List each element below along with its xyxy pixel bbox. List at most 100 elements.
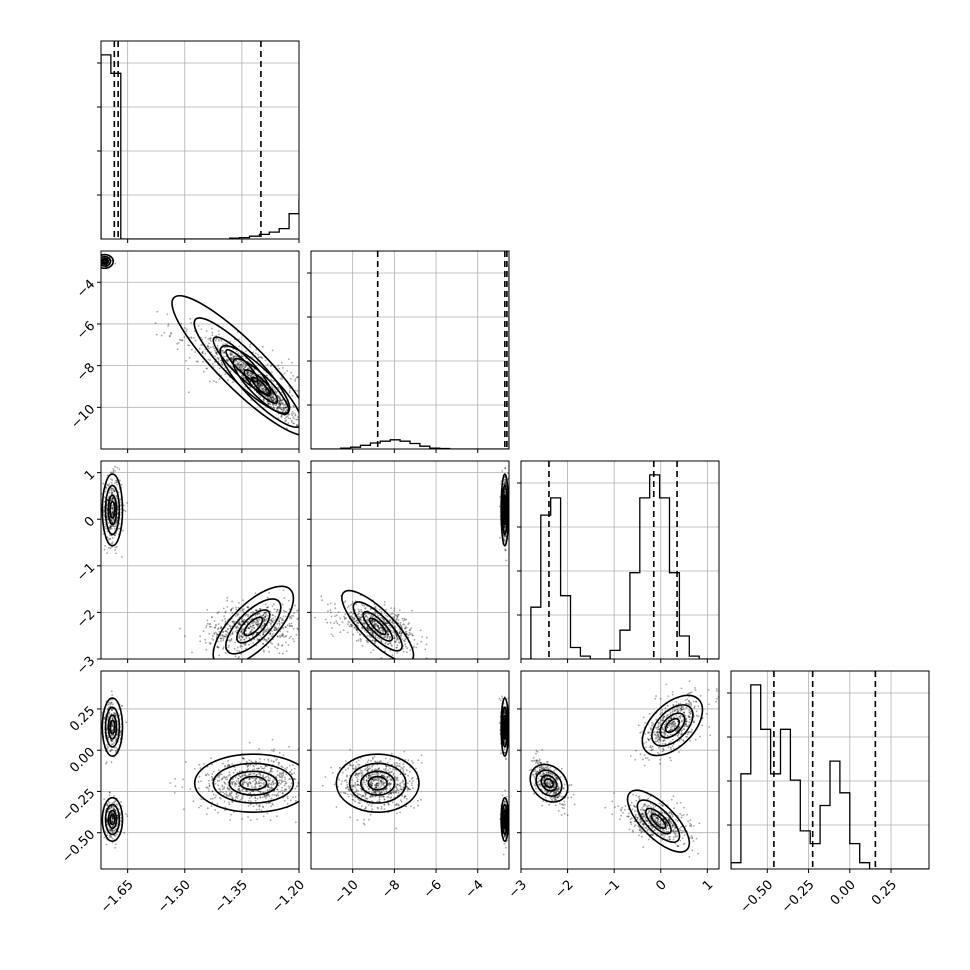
- x-tick-label: 0: [653, 877, 669, 893]
- cell-1-1: [307, 250, 510, 453]
- contour-15-3: [650, 813, 667, 829]
- contour-10-3: [503, 719, 507, 735]
- contour-12-0: [335, 753, 420, 814]
- y-tick-label: −3: [74, 654, 98, 678]
- x-tick-label: −0.25: [779, 877, 818, 916]
- contour-15-0: [626, 789, 691, 853]
- scatter-points-9: [169, 738, 299, 824]
- contour-7-2: [107, 714, 118, 740]
- cell-3-1: [307, 670, 510, 873]
- contour-13-3: [664, 717, 681, 734]
- contour-8-3: [109, 813, 116, 826]
- contour-8-1: [104, 803, 121, 836]
- contour-9-0: [193, 753, 299, 813]
- cell-3-0: [97, 670, 300, 873]
- contour-13-2: [659, 712, 686, 739]
- x-tick-label: −1.50: [155, 877, 194, 916]
- cell-2-0: [97, 460, 300, 663]
- contour-2-3: [250, 376, 271, 397]
- histogram-2: [521, 474, 719, 659]
- contour-9-1: [212, 762, 295, 804]
- x-tick-label: −6: [421, 877, 445, 901]
- contour-0-3: [102, 259, 108, 264]
- x-tick-label: −0.50: [738, 877, 777, 916]
- contour-5-3: [503, 500, 507, 519]
- contour-15-1: [636, 799, 681, 843]
- contour-1-0: [171, 294, 299, 437]
- axis-frame: [100, 460, 300, 660]
- scatter-points-13: [629, 680, 719, 767]
- contour-13-1: [651, 704, 694, 747]
- contour-14-2: [540, 774, 558, 792]
- contour-9-2: [228, 770, 279, 796]
- x-tick-label: −1.20: [269, 877, 308, 916]
- contour-14-0: [529, 763, 569, 803]
- x-tick-label: −3: [506, 877, 530, 901]
- y-tick-label: −10: [68, 402, 98, 432]
- y-tick-label: 0: [82, 514, 98, 530]
- contour-7-0: [101, 697, 124, 757]
- contour-9-3: [239, 775, 268, 791]
- contour-12-3: [367, 775, 388, 791]
- histogram-0: [101, 54, 299, 239]
- cell-0-0: [97, 40, 300, 243]
- contour-3-1: [104, 484, 121, 536]
- axis-frame: [100, 40, 300, 240]
- histogram-1: [311, 264, 509, 449]
- histogram-3: [731, 684, 929, 869]
- contour-7-1: [104, 706, 121, 748]
- y-tick-label: −0.25: [60, 786, 99, 825]
- contour-6-1: [352, 601, 403, 652]
- contour-10-1: [501, 706, 509, 748]
- contour-8-0: [101, 796, 124, 843]
- contour-4-3: [243, 616, 264, 637]
- y-tick-label: −4: [74, 277, 98, 301]
- contour-5-1: [501, 484, 509, 536]
- contour-0-1: [101, 255, 112, 267]
- contour-15-2: [645, 807, 672, 835]
- contour-6-3: [368, 617, 387, 636]
- cell-1-0: [97, 250, 300, 453]
- y-tick-label: −0.50: [60, 827, 99, 866]
- scatter-points-15: [604, 792, 701, 858]
- scatter-points-6: [314, 594, 428, 659]
- contour-0-0: [101, 253, 115, 270]
- scatter-points-2: [200, 328, 299, 430]
- contour-6-2: [362, 610, 394, 642]
- contour-12-1: [348, 762, 407, 804]
- x-tick-label: −1.35: [212, 877, 251, 916]
- contour-7-3: [109, 719, 116, 735]
- cell-3-3: [727, 670, 930, 873]
- contour-6-0: [341, 589, 415, 659]
- x-tick-label: −10: [332, 877, 362, 907]
- x-tick-label: −8: [379, 877, 403, 901]
- contour-3-0: [101, 473, 124, 547]
- contour-2-1: [232, 357, 290, 416]
- cell-3-2: [517, 670, 720, 873]
- contour-12-2: [359, 770, 396, 796]
- axis-frame: [520, 460, 720, 660]
- scatter-points-4: [179, 589, 299, 659]
- cell-2-2: [517, 460, 720, 663]
- x-tick-label: −1.65: [98, 877, 137, 916]
- x-tick-label: 1: [700, 877, 716, 893]
- axis-frame: [310, 250, 510, 450]
- plot-cells: −1.65 −1.50 −1.35 −1.20 −10 −8 −6 −4 −3 −2 −1 0 1 −0.…: [60, 40, 930, 916]
- contour-11-1: [501, 803, 509, 836]
- contour-4-2: [236, 609, 271, 644]
- y-tick-label: 0.00: [67, 745, 98, 776]
- contour-13-0: [641, 694, 704, 757]
- contour-3-3: [109, 500, 116, 519]
- contour-2-0: [219, 344, 299, 428]
- axis-frame: [310, 670, 510, 870]
- contour-14-1: [535, 769, 563, 797]
- x-tick-label: −1: [599, 877, 623, 901]
- y-tick-label: −2: [74, 607, 98, 631]
- x-tick-label: 0.25: [869, 877, 900, 908]
- contour-2-2: [243, 369, 279, 404]
- contour-3-2: [107, 494, 118, 526]
- y-tick-label: −8: [74, 360, 98, 384]
- axis-frame: [730, 670, 930, 870]
- x-tick-label: −2: [552, 877, 576, 901]
